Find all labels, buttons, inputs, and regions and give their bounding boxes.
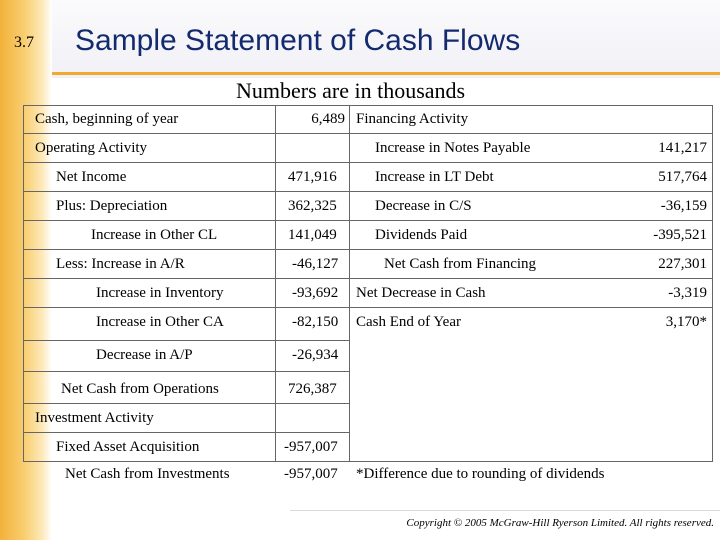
grid-line [275,105,276,462]
investments-total-row: Net Cash from Investments -957,007 *Diff… [23,462,713,492]
net-cash-financing-label: Net Cash from Financing [384,256,537,272]
grid-line [712,105,713,462]
other-ca-label: Increase in Other CA [96,314,224,330]
net-cash-operations-value: 726,387 [288,381,337,397]
net-income-label: Net Income [56,169,127,185]
cs-value: -36,159 [660,198,707,214]
notes-payable-label: Increase in Notes Payable [375,140,531,156]
fixed-asset-value: -957,007 [284,439,338,455]
copyright-divider [290,510,720,511]
inventory-value: -93,692 [292,285,339,301]
other-ca-value: -82,150 [292,314,339,330]
grid-line [23,340,350,341]
notes-payable-value: 141,217 [658,140,707,156]
net-cash-investments-value: -957,007 [284,466,338,482]
other-cl-value: 141,049 [288,227,337,243]
net-cash-investments-label: Net Cash from Investments [65,466,230,482]
slide-title: Sample Statement of Cash Flows [75,24,521,57]
ar-label: Less: Increase in A/R [56,256,185,272]
grid-line [23,403,350,404]
grid-line [23,278,713,279]
financing-activity-header: Financing Activity [356,111,469,127]
investment-activity-header: Investment Activity [35,410,154,426]
dividends-value: -395,521 [653,227,707,243]
grid-line [23,371,350,372]
lt-debt-value: 517,764 [658,169,707,185]
slide-number: 3.7 [14,34,34,51]
grid-line [23,432,350,433]
grid-line [23,461,713,462]
ap-value: -26,934 [292,347,339,363]
depreciation-value: 362,325 [288,198,337,214]
copyright-notice: Copyright © 2005 McGraw-Hill Ryerson Lim… [406,517,714,529]
cash-beginning-label: Cash, beginning of year [35,111,179,127]
ap-label: Decrease in A/P [96,347,193,363]
grid-line [349,105,350,462]
net-decrease-value: -3,319 [668,285,707,301]
operating-activity-header: Operating Activity [35,140,148,156]
cash-end-label: Cash End of Year [356,314,461,330]
grid-line [23,307,713,308]
grid-line [23,133,713,134]
grid-line [23,220,713,221]
inventory-label: Increase in Inventory [96,285,224,301]
grid-line [23,105,713,106]
cash-beginning-value: 6,489 [311,111,345,127]
net-cash-operations-label: Net Cash from Operations [61,381,219,397]
cs-label: Decrease in C/S [375,198,472,214]
cash-end-value: 3,170* [665,314,707,330]
net-cash-financing-value: 227,301 [658,256,707,272]
decorative-side-strip [0,0,52,540]
grid-line [23,249,713,250]
grid-line [23,162,713,163]
rounding-footnote: *Difference due to rounding of dividends [356,466,605,482]
net-income-value: 471,916 [288,169,337,185]
dividends-label: Dividends Paid [375,227,468,243]
ar-value: -46,127 [292,256,339,272]
fixed-asset-label: Fixed Asset Acquisition [56,439,200,455]
net-decrease-label: Net Decrease in Cash [356,285,486,301]
grid-line [23,105,24,462]
lt-debt-label: Increase in LT Debt [375,169,494,185]
depreciation-label: Plus: Depreciation [56,198,168,214]
grid-line [23,191,713,192]
subtitle: Numbers are in thousands [236,78,466,103]
other-cl-label: Increase in Other CL [91,227,218,243]
cash-flow-statement: Cash, beginning of year 6,489 Operating … [23,105,713,462]
title-band [52,0,720,78]
title-divider [52,72,720,75]
